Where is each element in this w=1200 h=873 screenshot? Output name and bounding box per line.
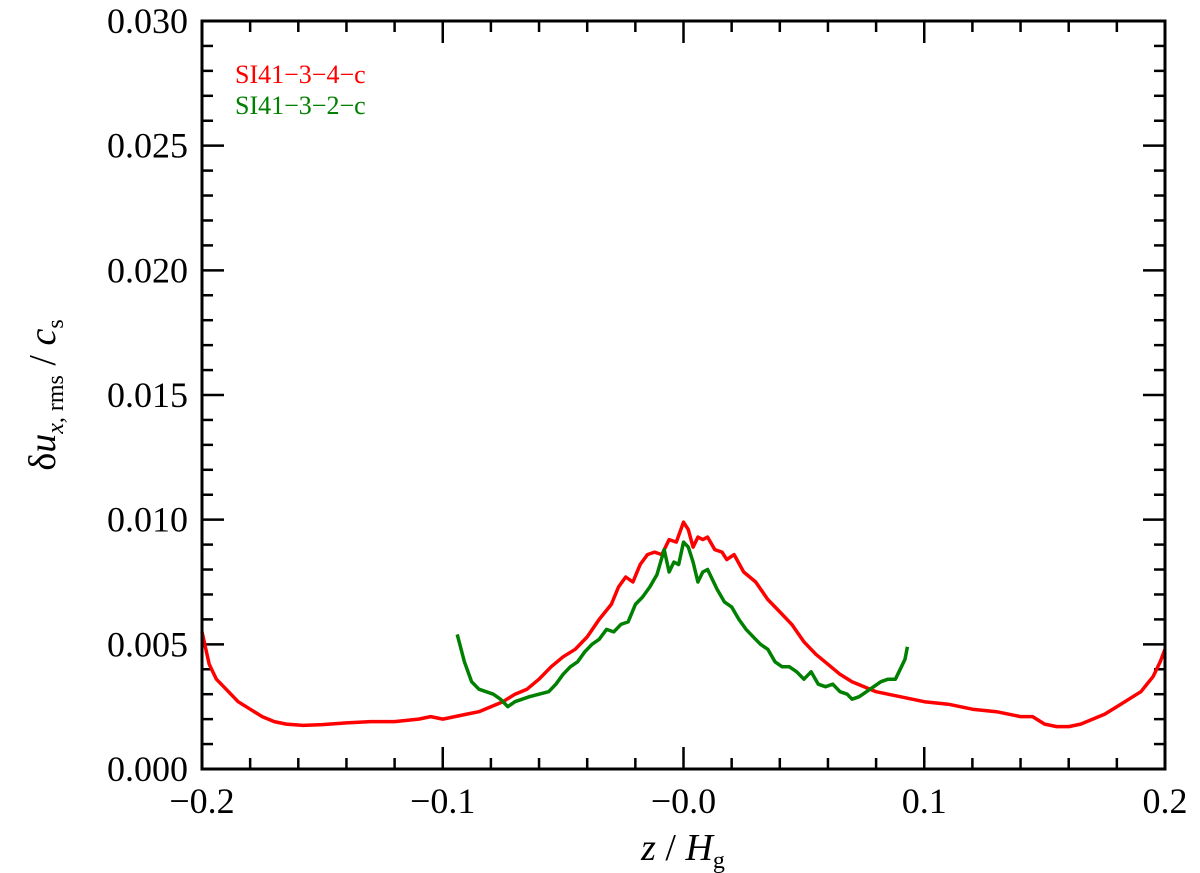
x-tick-label: 0.2	[1143, 781, 1188, 821]
x-ticks	[200, 21, 1167, 769]
y-ticks	[202, 19, 1165, 771]
x-tick-label: 0.1	[902, 781, 947, 821]
x-tick-labels: −0.2 −0.1 −0.0 0.1 0.2	[169, 781, 1187, 821]
y-tick-labels: 0.000 0.005 0.010 0.015 0.020 0.025 0.030	[107, 1, 188, 789]
y-tick-label: 0.020	[107, 250, 188, 290]
plot-series	[200, 520, 1167, 729]
series-line-2	[455, 540, 910, 709]
y-tick-label: 0.030	[107, 1, 188, 41]
legend-entry-2: SI41−3−2−c	[235, 91, 366, 120]
y-tick-label: 0.000	[107, 749, 188, 789]
x-tick-label: −0.0	[651, 781, 716, 821]
legend-entry-1: SI41−3−4−c	[235, 60, 366, 89]
y-axis-label: δux, rms / cs	[22, 319, 69, 470]
x-tick-label: −0.2	[169, 781, 234, 821]
y-tick-label: 0.015	[107, 375, 188, 415]
plot-frame	[200, 19, 1167, 771]
legend: SI41−3−4−c SI41−3−2−c	[235, 60, 366, 120]
x-tick-label: −0.1	[410, 781, 475, 821]
y-tick-label: 0.010	[107, 500, 188, 540]
series-line-1	[200, 520, 1167, 729]
y-tick-label: 0.025	[107, 126, 188, 166]
y-tick-label: 0.005	[107, 624, 188, 664]
x-axis-label: z / Hg	[640, 827, 725, 873]
